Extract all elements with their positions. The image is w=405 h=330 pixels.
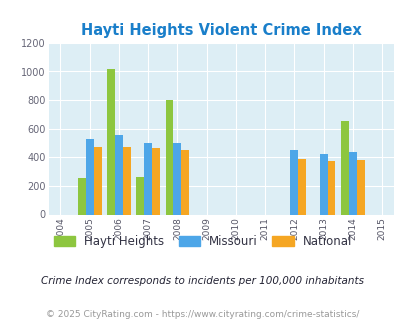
Bar [152, 148, 160, 214]
Bar [319, 154, 327, 214]
Bar [348, 152, 356, 214]
Bar [340, 121, 348, 214]
Bar [356, 160, 364, 214]
Bar [115, 135, 123, 214]
Title: Hayti Heights Violent Crime Index: Hayti Heights Violent Crime Index [81, 22, 361, 38]
Bar [298, 159, 305, 214]
Legend: Hayti Heights, Missouri, National: Hayti Heights, Missouri, National [49, 230, 356, 253]
Bar [173, 143, 181, 214]
Bar [85, 139, 94, 214]
Bar [290, 150, 298, 214]
Bar [123, 147, 130, 214]
Bar [94, 147, 101, 214]
Bar [327, 161, 335, 214]
Bar [107, 69, 115, 214]
Bar [136, 177, 144, 214]
Bar [144, 143, 152, 214]
Text: © 2025 CityRating.com - https://www.cityrating.com/crime-statistics/: © 2025 CityRating.com - https://www.city… [46, 310, 359, 319]
Text: Crime Index corresponds to incidents per 100,000 inhabitants: Crime Index corresponds to incidents per… [41, 276, 364, 286]
Bar [165, 100, 173, 214]
Bar [78, 178, 85, 214]
Bar [181, 150, 189, 214]
